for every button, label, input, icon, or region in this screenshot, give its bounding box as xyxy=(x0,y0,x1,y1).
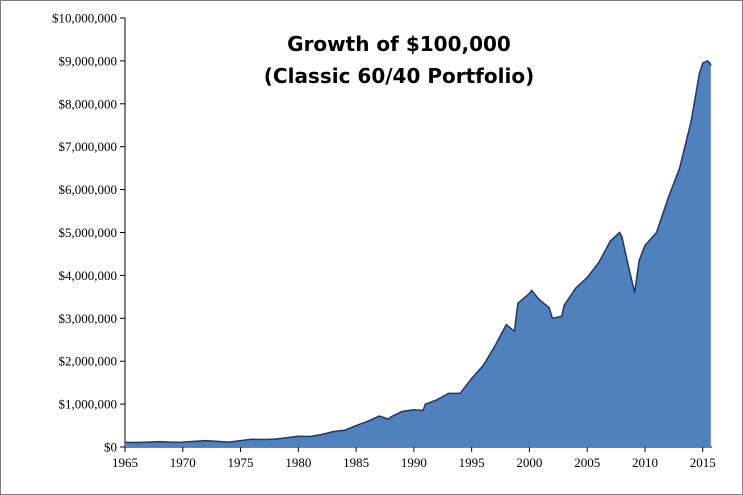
data-point xyxy=(274,438,276,440)
data-point xyxy=(263,438,265,441)
data-point xyxy=(297,435,299,437)
series-area xyxy=(124,60,712,448)
data-point xyxy=(459,392,461,394)
data-point xyxy=(586,276,588,279)
data-point xyxy=(413,409,415,411)
data-point xyxy=(170,441,172,443)
data-point xyxy=(367,420,369,422)
data-point xyxy=(679,167,681,169)
y-tick-label: $2,000,000 xyxy=(59,354,118,369)
chart-title-line-1: Growth of $100,000 xyxy=(287,32,511,56)
data-point xyxy=(690,120,692,122)
data-point xyxy=(644,244,646,246)
y-tick-label: $6,000,000 xyxy=(59,182,118,197)
data-point xyxy=(702,62,704,64)
data-point xyxy=(710,64,712,66)
data-point xyxy=(422,409,424,412)
data-point xyxy=(193,440,195,442)
data-point xyxy=(638,259,640,261)
data-point xyxy=(471,377,473,379)
x-tick-label: 2010 xyxy=(632,455,658,470)
data-point xyxy=(531,289,533,291)
data-point xyxy=(251,438,253,440)
data-point xyxy=(159,441,161,443)
x-axis: 1965 1970 1975 1980 1985 1990 1995 2000 2005 2010… xyxy=(112,446,716,470)
x-tick-label: 2015 xyxy=(690,455,716,470)
data-point xyxy=(205,440,207,442)
data-point xyxy=(378,415,380,417)
data-point xyxy=(706,60,709,62)
data-point xyxy=(332,431,334,433)
series-area-fill xyxy=(125,60,711,448)
data-point xyxy=(634,292,636,294)
data-point xyxy=(136,441,138,444)
data-point xyxy=(390,416,392,418)
data-point xyxy=(355,425,357,427)
data-point xyxy=(447,392,450,394)
data-point xyxy=(609,240,611,242)
data-point xyxy=(598,261,600,264)
data-point xyxy=(709,62,711,64)
data-point xyxy=(482,364,484,367)
data-point xyxy=(563,304,565,306)
data-point xyxy=(655,231,658,234)
data-point xyxy=(619,231,621,234)
data-point xyxy=(286,437,288,439)
data-point xyxy=(309,435,311,438)
data-point xyxy=(124,441,126,443)
y-tick-label: $8,000,000 xyxy=(59,96,118,111)
data-point xyxy=(320,434,322,436)
data-point xyxy=(517,302,519,304)
y-tick-label: $3,000,000 xyxy=(59,311,118,326)
x-tick-label: 1985 xyxy=(343,455,369,470)
data-point xyxy=(147,441,149,443)
x-tick-label: 2005 xyxy=(574,455,600,470)
data-point xyxy=(528,292,531,294)
data-point xyxy=(551,317,554,319)
data-point xyxy=(538,298,540,300)
x-tick-label: 1980 xyxy=(285,455,311,470)
data-point xyxy=(513,330,516,332)
x-tick-label: 1975 xyxy=(228,455,254,470)
y-tick-label: $9,000,000 xyxy=(59,53,118,68)
y-tick-label: $0 xyxy=(104,440,117,455)
x-tick-label: 1970 xyxy=(170,455,196,470)
data-point xyxy=(494,345,496,347)
x-tick-label: 1965 xyxy=(112,455,138,470)
data-point xyxy=(548,307,550,309)
data-point xyxy=(240,440,242,442)
data-point xyxy=(627,261,629,264)
data-point xyxy=(575,287,577,289)
data-point xyxy=(401,410,403,412)
data-point xyxy=(216,440,218,442)
y-tick-label: $10,000,000 xyxy=(52,11,117,26)
data-point xyxy=(436,399,438,401)
data-point xyxy=(505,324,507,326)
data-point xyxy=(667,197,669,199)
y-axis: $0 $1,000,000 $2,000,000 $3,000,000 $4,000,0… xyxy=(52,11,126,455)
data-point xyxy=(621,236,623,238)
y-tick-label: $7,000,000 xyxy=(59,139,118,154)
data-point xyxy=(561,315,563,317)
x-tick-label: 2000 xyxy=(516,455,542,470)
data-point xyxy=(540,300,542,302)
y-tick-label: $1,000,000 xyxy=(59,397,118,412)
y-tick-label: $4,000,000 xyxy=(59,268,118,283)
chart-title-line-2: (Classic 60/40 Portfolio) xyxy=(264,64,534,88)
y-tick-label: $5,000,000 xyxy=(59,225,118,240)
data-point xyxy=(343,429,346,431)
data-point xyxy=(387,418,390,420)
data-point xyxy=(228,441,230,443)
data-point xyxy=(424,403,426,405)
x-tick-label: 1990 xyxy=(401,455,427,470)
data-point xyxy=(182,441,184,443)
data-point xyxy=(698,73,700,75)
x-tick-label: 1995 xyxy=(459,455,485,470)
